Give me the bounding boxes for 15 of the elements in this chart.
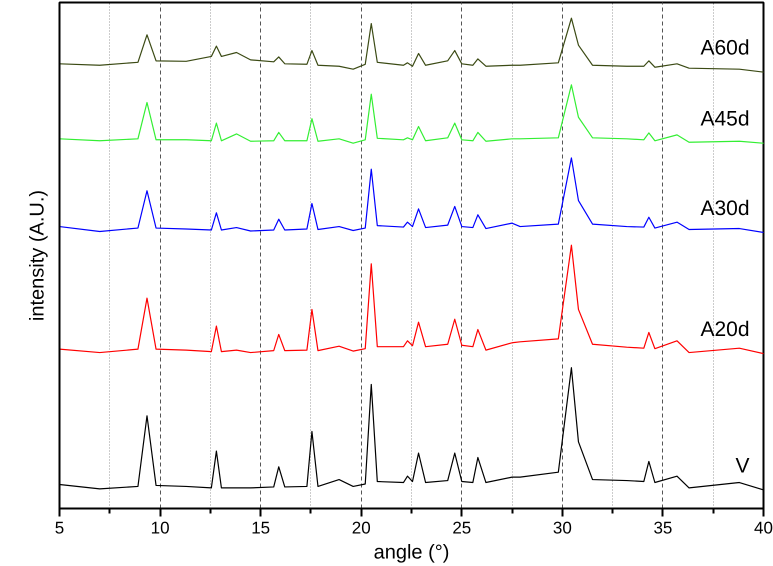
series-label: A20d xyxy=(700,318,750,342)
x-tick-label: 20 xyxy=(352,518,371,538)
x-tick-label: 15 xyxy=(251,518,270,538)
y-axis-title: intensity (A.U.) xyxy=(26,190,48,322)
x-tick-label: 5 xyxy=(54,518,64,538)
x-axis-title: angle (°) xyxy=(374,542,450,564)
x-tick-label: 30 xyxy=(552,518,572,538)
series-label: A30d xyxy=(700,196,750,220)
x-tick-label: 35 xyxy=(653,518,672,538)
x-tick-label: 25 xyxy=(452,518,472,538)
series-label: A45d xyxy=(700,108,750,131)
series-label: A60d xyxy=(700,36,750,60)
series-label: V xyxy=(735,454,750,478)
x-tick-label: 40 xyxy=(754,518,773,538)
x-tick-label: 10 xyxy=(150,518,170,538)
